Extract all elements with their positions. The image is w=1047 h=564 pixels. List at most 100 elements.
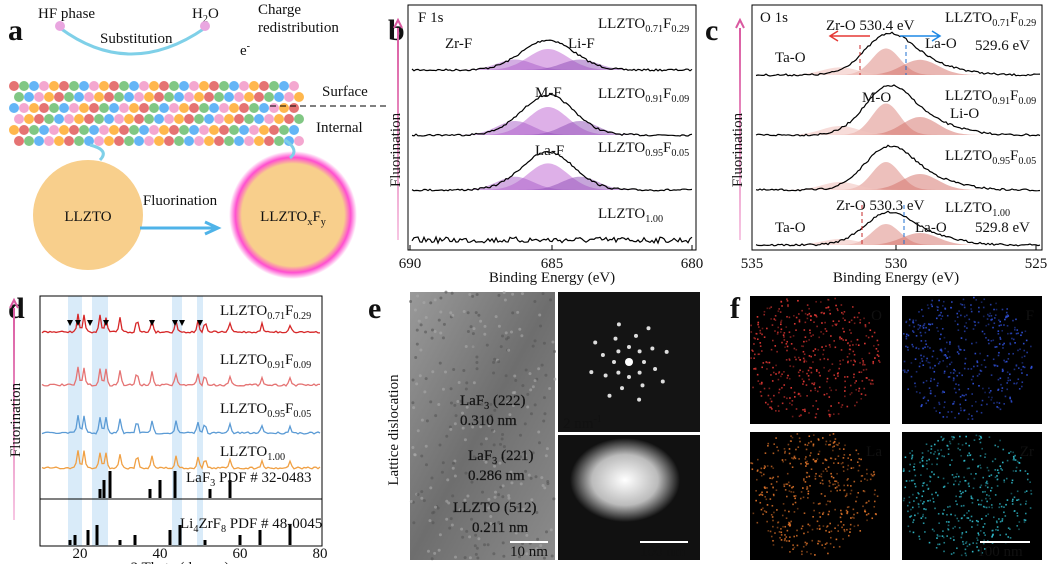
eds-dot (764, 465, 766, 467)
atom (274, 136, 284, 146)
eds-dot (800, 498, 802, 500)
eds-dot (788, 540, 790, 542)
eds-dot (1023, 350, 1025, 352)
tem-texture (476, 556, 479, 559)
eds-dot (813, 459, 815, 461)
tem-texture (475, 355, 478, 358)
eds-dot (913, 320, 915, 322)
eds-dot (870, 479, 872, 481)
eds-dot (939, 535, 941, 537)
eds-dot (777, 527, 779, 529)
eds-dot (772, 324, 774, 326)
eds-dot (766, 521, 768, 523)
text-part: F (1010, 10, 1018, 26)
eds-dot (775, 410, 777, 412)
eds-dot (966, 512, 968, 514)
eds-dot (996, 522, 998, 524)
eds-dot (947, 482, 949, 484)
eds-dot (847, 356, 849, 358)
eds-dot (948, 376, 950, 378)
eds-dot (808, 490, 810, 492)
eds-dot (958, 484, 960, 486)
eds-dot (759, 383, 761, 385)
eds-dot (780, 311, 782, 313)
tem-texture (505, 338, 508, 341)
tem-texture (458, 381, 461, 384)
eds-dot (760, 471, 762, 473)
eds-dot (946, 416, 948, 418)
eds-dot (1014, 496, 1016, 498)
eds-dot (971, 379, 973, 381)
tem-texture (465, 530, 468, 533)
eds-dot (768, 530, 770, 532)
tem-texture (439, 362, 442, 365)
eds-dot (802, 487, 804, 489)
atom (214, 92, 224, 102)
eds-dot (1026, 374, 1028, 376)
eds-dot (793, 491, 795, 493)
eds-dot (996, 309, 998, 311)
eds-dot (968, 510, 970, 512)
eds-dot (999, 402, 1001, 404)
tem-texture (414, 308, 417, 311)
tem-texture (525, 369, 528, 372)
molecule (200, 21, 210, 31)
eds-dot (811, 367, 813, 369)
eds-dot (1020, 369, 1022, 371)
eds-dot (985, 453, 987, 455)
eds-dot (819, 528, 821, 530)
eds-dot (986, 494, 988, 496)
eds-dot (913, 480, 915, 482)
eds-dot (762, 507, 764, 509)
tem-texture (513, 375, 516, 378)
eds-dot (994, 469, 996, 471)
eds-dot (819, 516, 821, 518)
eds-dot (1006, 478, 1008, 480)
eds-dot (844, 531, 846, 533)
tem-texture (431, 370, 434, 373)
eds-dot (991, 474, 993, 476)
atom (209, 81, 219, 91)
eds-dot (945, 355, 947, 357)
eds-dot (784, 452, 786, 454)
atom (174, 136, 184, 146)
eds-dot (839, 360, 841, 362)
eds-dot (850, 360, 852, 362)
eds-dot (963, 410, 965, 412)
eds-dot (774, 330, 776, 332)
label: Li-F (568, 36, 595, 52)
atom (284, 114, 294, 124)
eds-dot (998, 333, 1000, 335)
fft-spot (641, 383, 645, 387)
eds-dot (1000, 409, 1002, 411)
tem-texture (472, 345, 475, 348)
eds-dot (757, 470, 759, 472)
eds-dot (1000, 324, 1002, 326)
eds-dot (923, 522, 925, 524)
eds-dot (949, 343, 951, 345)
eds-dot (770, 531, 772, 533)
tem-texture (463, 310, 466, 313)
atom (254, 92, 264, 102)
tem-texture (434, 298, 437, 301)
eds-dot (858, 312, 860, 314)
eds-dot (847, 465, 849, 467)
eds-dot (972, 459, 974, 461)
label: La-O (915, 220, 947, 236)
eds-dot (872, 475, 874, 477)
eds-dot (874, 332, 876, 334)
eds-dot (986, 507, 988, 509)
atom (269, 81, 279, 91)
eds-dot (869, 352, 871, 354)
tem-texture (451, 292, 454, 295)
eds-dot (976, 411, 978, 413)
eds-dot (1012, 480, 1014, 482)
eds-dot (857, 512, 859, 514)
eds-dot (1001, 390, 1003, 392)
eds-dot (925, 402, 927, 404)
atom (169, 103, 179, 113)
atom (199, 103, 209, 113)
fft-spot (608, 394, 612, 398)
eds-dot (789, 365, 791, 367)
eds-dot (944, 348, 946, 350)
